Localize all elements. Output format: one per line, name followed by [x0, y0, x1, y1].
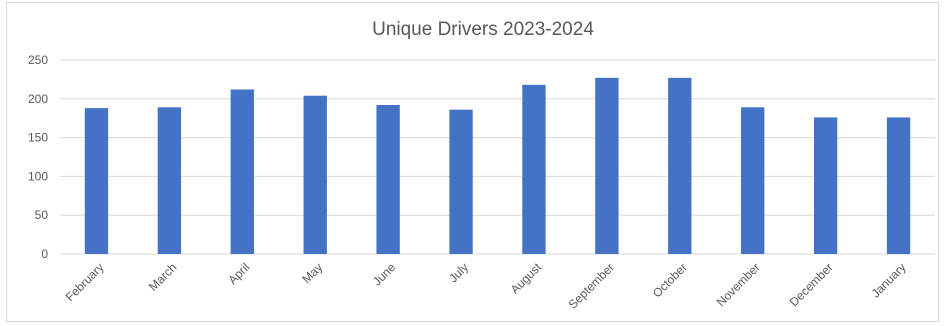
y-tick-label: 100 [28, 169, 48, 183]
x-tick-label: January [869, 260, 909, 300]
y-tick-label: 50 [35, 208, 49, 222]
x-tick-label: December [787, 260, 836, 309]
chart-title: Unique Drivers 2023-2024 [372, 19, 594, 40]
y-tick-label: 0 [41, 247, 48, 261]
x-tick-label: July [446, 260, 471, 285]
x-tick-label: June [370, 260, 399, 289]
bar-august [522, 84, 546, 254]
y-tick-label: 200 [28, 92, 48, 106]
x-tick-label: September [566, 260, 617, 311]
x-tick-label: May [299, 260, 325, 286]
x-tick-label: November [714, 260, 763, 309]
bar-june [376, 105, 400, 255]
y-tick-label: 150 [28, 131, 48, 145]
bar-march [157, 107, 182, 254]
bar-january [886, 117, 911, 254]
bar-february [84, 108, 109, 254]
bar-may [303, 95, 327, 254]
x-tick-label: August [508, 260, 545, 297]
bar-november [741, 107, 765, 254]
bar-december [813, 117, 838, 254]
x-tick-label: March [146, 260, 179, 293]
x-tick-label: February [63, 260, 107, 304]
x-axis-tick-labels: February March April May June July August Septe… [63, 260, 909, 312]
y-tick-label: 250 [28, 53, 48, 67]
bar-april [230, 89, 254, 254]
x-tick-label: April [226, 260, 253, 287]
bars [84, 77, 911, 255]
bar-july [449, 109, 473, 254]
x-tick-label: October [650, 260, 690, 300]
gridlines [60, 59, 935, 255]
bar-october [668, 77, 692, 255]
bar-september [595, 77, 619, 255]
y-axis-tick-labels: 0 50 100 150 200 250 [28, 53, 48, 261]
